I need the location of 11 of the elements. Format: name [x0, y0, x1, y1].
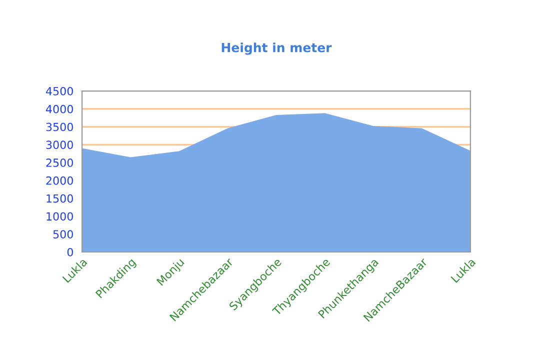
y-tick-label: 4500	[46, 86, 73, 96]
y-tick-label: 2000	[46, 176, 73, 185]
y-tick-label: 500	[53, 230, 73, 238]
chart-title: Height in meter	[222, 42, 332, 55]
y-tick-label: 4000	[46, 104, 73, 114]
y-tick-label: 3500	[46, 122, 73, 132]
y-tick-label: 3000	[46, 140, 73, 150]
y-tick-label: 1000	[46, 212, 73, 221]
y-tick-label: 0	[67, 248, 73, 256]
y-tick-label: 2500	[46, 158, 73, 167]
y-tick-label: 1500	[46, 194, 73, 203]
